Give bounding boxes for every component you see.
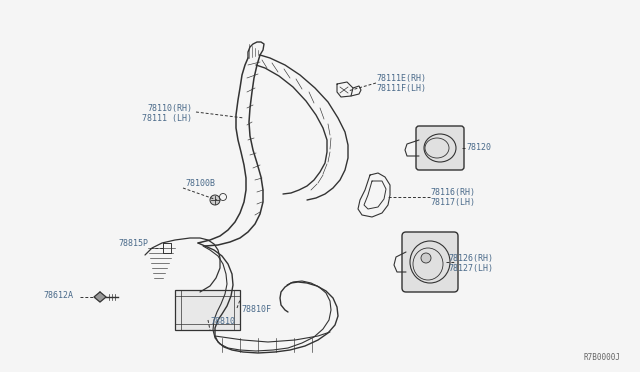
Text: 78815P: 78815P (118, 240, 148, 248)
Text: 78127(LH): 78127(LH) (448, 264, 493, 273)
Circle shape (421, 253, 431, 263)
Circle shape (210, 195, 220, 205)
Text: 78110(RH): 78110(RH) (147, 103, 192, 112)
Text: 78117(LH): 78117(LH) (430, 199, 475, 208)
Bar (175, 290, 240, 330)
Text: 78612A: 78612A (43, 292, 73, 301)
Text: 78100B: 78100B (185, 180, 215, 189)
Text: 78810: 78810 (210, 317, 235, 327)
Text: 78116(RH): 78116(RH) (430, 187, 475, 196)
Polygon shape (94, 292, 106, 302)
Text: 78111 (LH): 78111 (LH) (142, 115, 192, 124)
Text: 78120: 78120 (466, 144, 491, 153)
Text: 78111F(LH): 78111F(LH) (376, 84, 426, 93)
Text: 78111E(RH): 78111E(RH) (376, 74, 426, 83)
Text: 78126(RH): 78126(RH) (448, 253, 493, 263)
FancyBboxPatch shape (416, 126, 464, 170)
FancyBboxPatch shape (402, 232, 458, 292)
Text: R7B0000J: R7B0000J (583, 353, 620, 362)
Text: 78810F: 78810F (241, 305, 271, 314)
